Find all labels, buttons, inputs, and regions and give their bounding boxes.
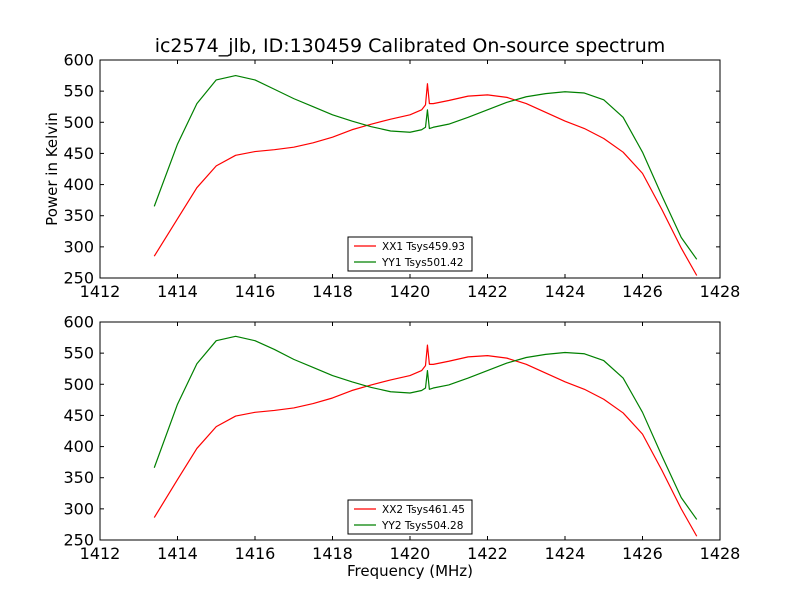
y-tick-label: 600 <box>63 51 94 70</box>
y-tick-label: 400 <box>63 437 94 456</box>
panels: 1412 1414 1416 1418 1420 1422 1424 1426 1428 250 3… <box>43 51 740 581</box>
y-tick-label: 500 <box>63 375 94 394</box>
y-tick-label: 500 <box>63 113 94 132</box>
y-tick-label: 250 <box>63 269 94 288</box>
x-axis-label: Frequency (MHz) <box>347 562 473 580</box>
y-tick-label: 350 <box>63 468 94 487</box>
x-tick-label: 1414 <box>157 544 198 563</box>
x-tick-label: 1426 <box>622 282 663 301</box>
legend-2: XX2 Tsys461.45 YY2 Tsys504.28 <box>347 499 473 535</box>
x-tick-label: 1416 <box>235 544 276 563</box>
x-tick-label: 1418 <box>312 282 353 301</box>
y-tick-label: 550 <box>63 344 94 363</box>
y-tick-label: 450 <box>63 406 94 425</box>
y-tick-label: 250 <box>63 531 94 550</box>
series-line-2-1 <box>153 344 698 537</box>
y-tick-label: 400 <box>63 175 94 194</box>
legend-entry: YY2 Tsys504.28 <box>381 520 463 532</box>
legend-entry: XX1 Tsys459.93 <box>382 241 465 253</box>
figure-title: ic2574_jlb, ID:130459 Calibrated On-sour… <box>155 35 666 57</box>
x-tick-label: 1412 <box>80 282 121 301</box>
y-axis-label: Power in Kelvin <box>43 112 61 226</box>
x-tick-label: 1422 <box>467 282 508 301</box>
legend-entry: YY1 Tsys501.42 <box>381 257 463 269</box>
x-tick-label: 1426 <box>622 544 663 563</box>
y-tick-label: 550 <box>63 82 94 101</box>
chart-panel-1: 1412 1414 1416 1418 1420 1422 1424 1426 1428 250 3… <box>43 51 740 302</box>
x-tick-label: 1420 <box>390 544 431 563</box>
x-tick-label: 1424 <box>545 544 586 563</box>
y-tick-label: 350 <box>63 206 94 225</box>
x-tick-label: 1418 <box>312 544 353 563</box>
chart-panel-2: 1412 1414 1416 1418 1420 1422 1424 1426 1428 250 3… <box>63 313 740 581</box>
y-tick-label: 450 <box>63 144 94 163</box>
legend-box <box>347 236 473 272</box>
x-tick-label: 1422 <box>467 544 508 563</box>
x-tick-label: 1416 <box>235 282 276 301</box>
legend-box <box>347 499 473 535</box>
legend-entry: XX2 Tsys461.45 <box>382 504 465 516</box>
y-tick-label: 300 <box>63 499 94 518</box>
series-line-1-2 <box>153 74 698 260</box>
x-tick-label: 1424 <box>545 282 586 301</box>
x-tick-label: 1412 <box>80 544 121 563</box>
y-tick-label: 600 <box>63 313 94 332</box>
series-line-1-1 <box>153 83 698 276</box>
x-tick-label: 1428 <box>700 282 741 301</box>
x-tick-label: 1414 <box>157 282 198 301</box>
y-tick-label: 300 <box>63 237 94 256</box>
series-line-2-2 <box>153 335 698 520</box>
x-tick-label: 1420 <box>390 282 431 301</box>
legend-1: XX1 Tsys459.93 YY1 Tsys501.42 <box>347 236 473 272</box>
x-tick-label: 1428 <box>700 544 741 563</box>
